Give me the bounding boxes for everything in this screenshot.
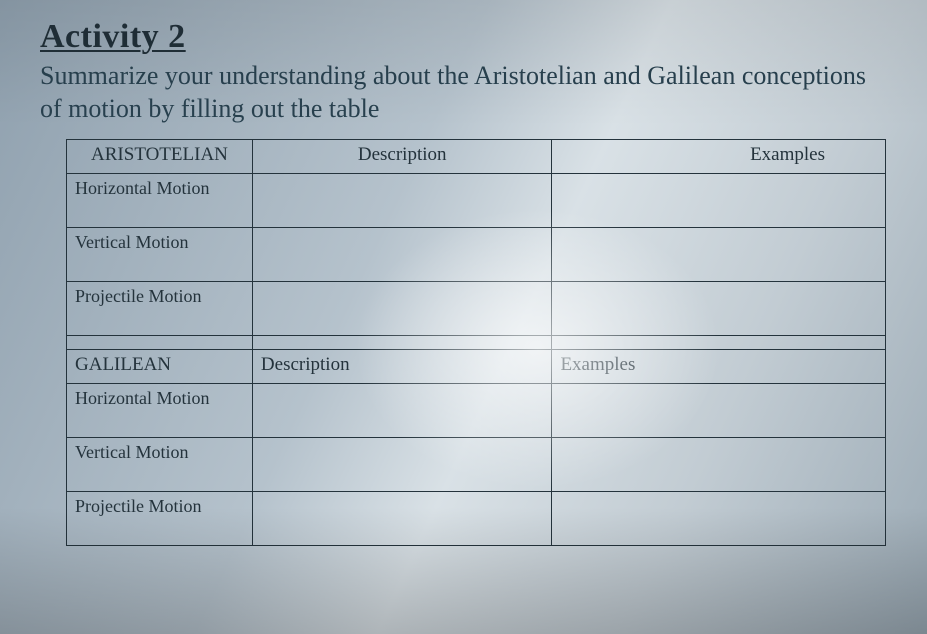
section-header-galilean: GALILEAN <box>67 350 253 384</box>
column-header-examples: Examples <box>552 350 886 384</box>
row-description-cell <box>252 384 552 438</box>
row-description-cell <box>252 492 552 546</box>
table-header-row: GALILEAN Description Examples <box>67 350 886 384</box>
row-label: Horizontal Motion <box>67 174 253 228</box>
activity-title: Activity 2 <box>40 18 893 56</box>
row-description-cell <box>252 174 552 228</box>
row-examples-cell <box>552 384 886 438</box>
row-label: Projectile Motion <box>67 282 253 336</box>
table-row: Projectile Motion <box>67 492 886 546</box>
row-label: Projectile Motion <box>67 492 253 546</box>
row-examples-cell <box>552 174 886 228</box>
row-label: Vertical Motion <box>67 438 253 492</box>
table-row: Vertical Motion <box>67 438 886 492</box>
activity-instructions: Summarize your understanding about the A… <box>40 60 893 125</box>
row-label: Horizontal Motion <box>67 384 253 438</box>
table-row: Vertical Motion <box>67 228 886 282</box>
row-description-cell <box>252 282 552 336</box>
table-row: Horizontal Motion <box>67 174 886 228</box>
table-row: Horizontal Motion <box>67 384 886 438</box>
column-header-description: Description <box>252 140 552 174</box>
column-header-examples: Examples <box>552 140 886 174</box>
section-header-aristotelian: ARISTOTELIAN <box>67 140 253 174</box>
row-description-cell <box>252 228 552 282</box>
motion-table: ARISTOTELIAN Description Examples Horizo… <box>66 139 886 546</box>
row-examples-cell <box>552 492 886 546</box>
row-description-cell <box>252 438 552 492</box>
row-examples-cell <box>552 282 886 336</box>
table-row: Projectile Motion <box>67 282 886 336</box>
row-examples-cell <box>552 438 886 492</box>
row-examples-cell <box>552 228 886 282</box>
table-header-row: ARISTOTELIAN Description Examples <box>67 140 886 174</box>
table-divider-row <box>67 336 886 350</box>
row-label: Vertical Motion <box>67 228 253 282</box>
column-header-description: Description <box>252 350 552 384</box>
